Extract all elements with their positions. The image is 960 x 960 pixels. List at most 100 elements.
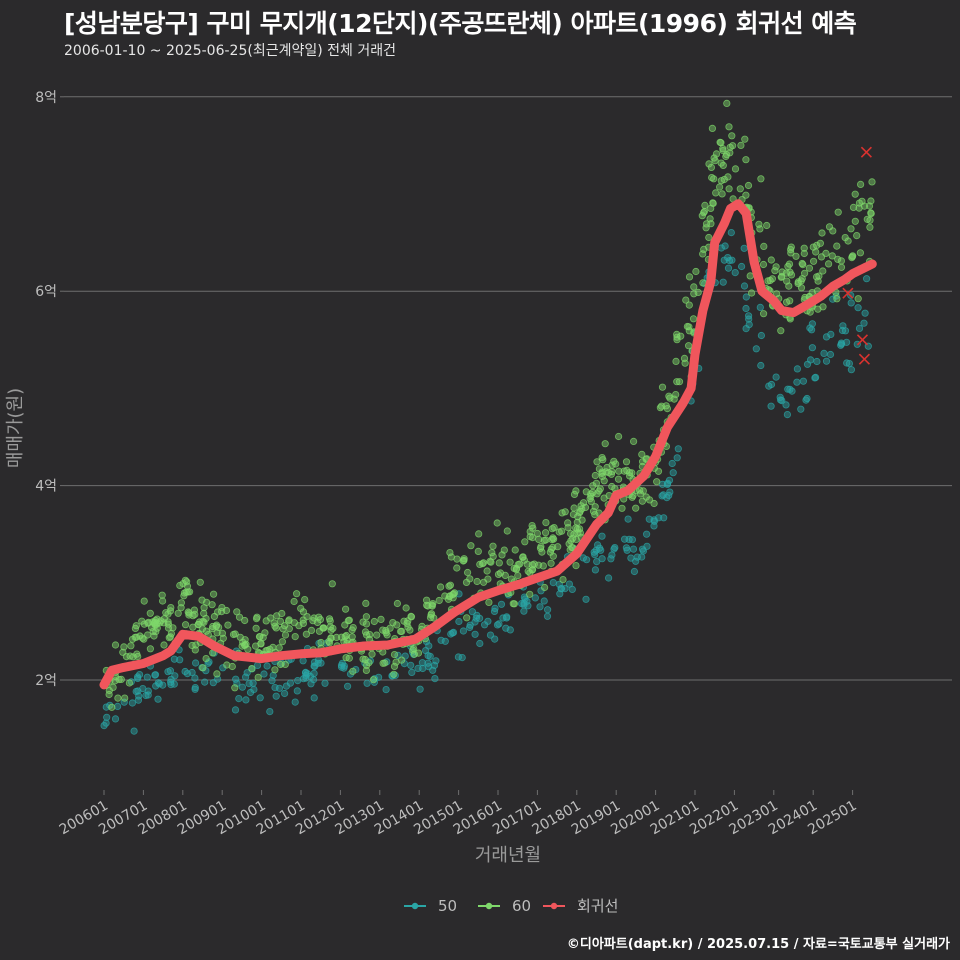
point-series-60 xyxy=(301,595,309,604)
point-series-50 xyxy=(134,673,142,681)
point-series-60 xyxy=(548,535,556,544)
point-series-60 xyxy=(867,209,875,217)
point-series-50 xyxy=(183,669,191,678)
point-series-50 xyxy=(144,687,152,695)
point-series-60 xyxy=(160,641,168,649)
point-series-60 xyxy=(108,703,116,711)
point-series-60 xyxy=(813,241,821,249)
point-series-60 xyxy=(414,649,423,657)
point-series-50 xyxy=(665,476,674,484)
point-series-50 xyxy=(788,387,796,395)
point-series-60 xyxy=(463,568,472,577)
point-series-50 xyxy=(624,515,632,523)
point-series-50 xyxy=(629,545,638,553)
point-series-50 xyxy=(645,515,653,523)
point-series-50 xyxy=(468,608,476,616)
legend-item: 50 xyxy=(404,897,457,915)
point-series-50 xyxy=(717,244,725,252)
point-series-60 xyxy=(228,662,236,671)
point-series-50 xyxy=(130,727,138,735)
point-series-50 xyxy=(660,514,668,522)
point-series-60 xyxy=(675,378,684,386)
point-series-60 xyxy=(424,602,432,610)
point-series-60 xyxy=(310,614,318,622)
point-series-60 xyxy=(608,467,616,476)
point-series-50 xyxy=(623,546,631,554)
point-series-50 xyxy=(843,359,851,367)
point-series-50 xyxy=(103,713,111,721)
point-series-60 xyxy=(281,660,289,669)
point-series-50 xyxy=(598,555,606,563)
point-series-60 xyxy=(629,437,638,445)
point-series-60 xyxy=(164,610,172,618)
point-series-60 xyxy=(601,440,609,448)
point-series-60 xyxy=(156,619,164,627)
point-series-50 xyxy=(742,304,750,313)
point-series-60 xyxy=(140,635,148,643)
point-series-60 xyxy=(133,650,141,658)
point-series-60 xyxy=(737,141,745,149)
point-series-60 xyxy=(361,628,370,636)
point-series-60 xyxy=(784,262,792,270)
point-series-50 xyxy=(806,356,815,364)
point-series-60 xyxy=(763,221,771,230)
point-series-60 xyxy=(467,542,475,550)
point-series-50 xyxy=(807,326,816,334)
point-series-50 xyxy=(721,242,729,250)
point-series-60 xyxy=(152,627,160,636)
point-series-60 xyxy=(828,252,836,260)
point-series-60 xyxy=(792,252,800,260)
point-series-60 xyxy=(511,546,519,554)
point-series-60 xyxy=(146,645,154,653)
point-series-60 xyxy=(794,279,802,288)
point-series-60 xyxy=(868,178,876,186)
point-series-60 xyxy=(117,675,125,684)
point-series-60 xyxy=(164,624,173,632)
point-series-60 xyxy=(158,591,166,599)
point-series-60 xyxy=(579,499,588,507)
point-series-60 xyxy=(547,559,555,567)
point-series-60 xyxy=(653,478,661,486)
point-series-50 xyxy=(114,702,122,711)
point-series-60 xyxy=(290,597,298,606)
point-series-60 xyxy=(167,603,175,612)
point-series-60 xyxy=(528,566,537,574)
point-series-60 xyxy=(699,279,707,287)
point-series-50 xyxy=(317,659,325,667)
point-series-60 xyxy=(485,598,493,607)
point-series-60 xyxy=(127,642,135,650)
point-series-60 xyxy=(847,225,855,233)
point-series-60 xyxy=(200,609,208,618)
point-series-60 xyxy=(447,553,455,561)
point-series-50 xyxy=(471,630,479,638)
point-series-60 xyxy=(603,463,611,472)
point-series-60 xyxy=(833,295,841,303)
point-series-50 xyxy=(520,599,528,607)
point-series-60 xyxy=(184,608,192,616)
point-series-60 xyxy=(512,564,521,573)
point-series-60 xyxy=(254,673,262,682)
point-series-60 xyxy=(757,175,765,183)
point-series-60 xyxy=(829,227,837,235)
point-series-60 xyxy=(853,232,861,240)
point-series-60 xyxy=(459,557,467,565)
point-series-50 xyxy=(192,659,200,667)
point-series-60 xyxy=(690,283,698,291)
point-series-50 xyxy=(282,682,290,690)
point-series-60 xyxy=(542,518,550,527)
point-series-60 xyxy=(487,558,495,566)
chart-subtitle: 2006-01-10 ~ 2025-06-25(최근계약일) 전체 거래건 xyxy=(64,43,396,59)
point-series-60 xyxy=(554,543,562,551)
point-series-50 xyxy=(154,695,162,703)
point-series-60 xyxy=(783,277,791,285)
point-series-60 xyxy=(129,653,137,661)
point-series-60 xyxy=(673,378,681,386)
highlighted-point-marker xyxy=(858,353,870,365)
point-series-50 xyxy=(302,671,310,680)
point-series-50 xyxy=(543,612,552,620)
point-series-60 xyxy=(174,609,182,617)
point-series-60 xyxy=(386,624,394,632)
point-series-60 xyxy=(436,583,445,591)
point-series-50 xyxy=(847,366,856,374)
point-series-60 xyxy=(373,631,381,639)
